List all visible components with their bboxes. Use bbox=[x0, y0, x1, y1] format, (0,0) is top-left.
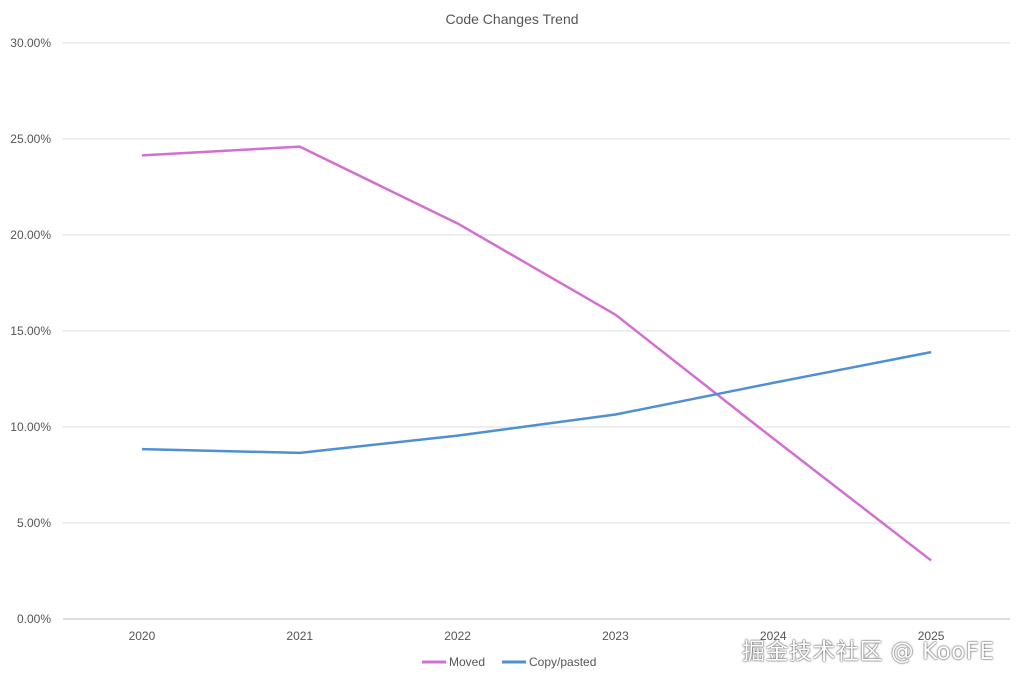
legend-label: Copy/pasted bbox=[529, 655, 596, 669]
x-tick-label: 2023 bbox=[602, 629, 629, 643]
legend-label: Moved bbox=[449, 655, 485, 669]
chart-title: Code Changes Trend bbox=[445, 11, 578, 27]
y-tick-label: 25.00% bbox=[10, 132, 51, 146]
y-tick-label: 15.00% bbox=[10, 324, 51, 338]
x-tick-label: 2025 bbox=[918, 629, 945, 643]
series-line-copy-pasted bbox=[141, 350, 932, 455]
x-tick-label: 2021 bbox=[286, 629, 313, 643]
watermark: 掘金技术社区 @ KooFE bbox=[742, 639, 995, 665]
y-tick-label: 0.00% bbox=[17, 612, 51, 626]
y-tick-label: 5.00% bbox=[17, 516, 51, 530]
y-tick-label: 20.00% bbox=[10, 228, 51, 242]
y-tick-label: 30.00% bbox=[10, 36, 51, 50]
series-line-moved bbox=[141, 145, 932, 562]
y-tick-label: 10.00% bbox=[10, 420, 51, 434]
x-tick-label: 2024 bbox=[760, 629, 787, 643]
x-tick-label: 2020 bbox=[129, 629, 156, 643]
x-tick-label: 2022 bbox=[444, 629, 471, 643]
